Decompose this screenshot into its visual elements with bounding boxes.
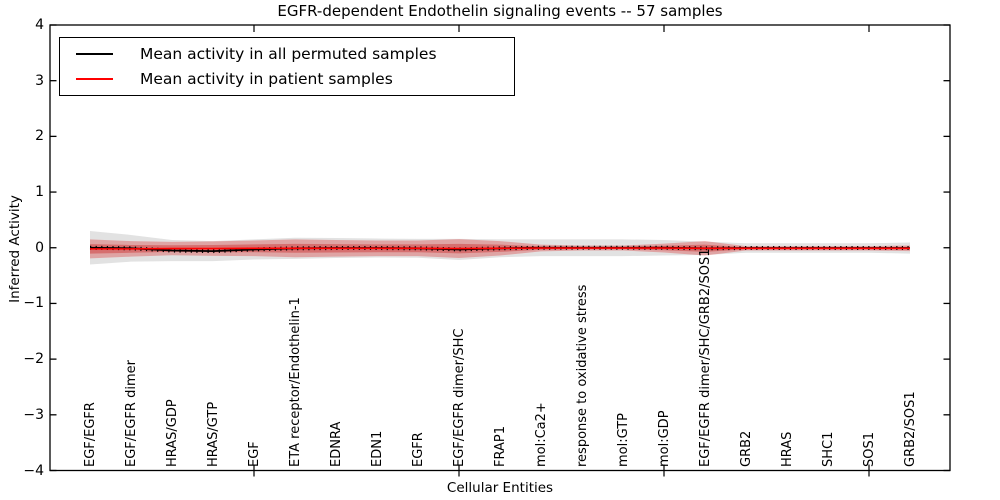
entity-label: HRAS [780, 431, 795, 467]
entity-label: HRAS/GDP [165, 399, 180, 467]
legend: Mean activity in all permuted samples Me… [59, 37, 515, 96]
entity-label: EDN1 [370, 430, 385, 467]
y-tick-label: −4 [23, 462, 44, 479]
entity-label: FRAP1 [493, 426, 508, 467]
entity-label: HRAS/GTP [206, 401, 221, 467]
entity-label: mol:GDP [657, 410, 672, 467]
y-tick-label: 4 [35, 17, 44, 33]
y-tick-label: −3 [23, 406, 44, 423]
entity-label: EGF [247, 441, 262, 467]
y-tick-label: −2 [23, 351, 44, 368]
entity-label: EDNRA [329, 421, 344, 467]
y-tick-label: 0 [35, 239, 44, 256]
chart-title: EGFR-dependent Endothelin signaling even… [277, 2, 723, 20]
legend-line-patient-icon [76, 78, 113, 81]
legend-item-permuted: Mean activity in all permuted samples [60, 45, 514, 63]
entity-label: GRB2/SOS1 [903, 391, 918, 467]
entity-label: EGF/EGFR dimer/SHC [452, 328, 467, 467]
y-tick-label: −1 [23, 295, 44, 312]
entity-label: ETA receptor/Endothelin-1 [288, 297, 303, 467]
legend-item-patient: Mean activity in patient samples [60, 70, 514, 88]
y-tick-label: 2 [35, 128, 44, 145]
y-tick-label: 3 [35, 72, 44, 89]
entity-label: mol:Ca2+ [534, 402, 549, 467]
entity-label: EGFR [411, 432, 426, 467]
entity-label: GRB2 [739, 430, 754, 467]
entity-label: EGF/EGFR [83, 402, 98, 467]
entity-label: EGF/EGFR dimer [124, 360, 139, 467]
x-axis-label: Cellular Entities [446, 480, 554, 496]
entity-label: SHC1 [821, 431, 836, 467]
entity-label: mol:GTP [616, 413, 631, 467]
y-tick-label: 1 [35, 184, 44, 201]
entity-label: response to oxidative stress [575, 284, 590, 467]
legend-label-permuted: Mean activity in all permuted samples [140, 44, 437, 63]
patient-mean-line [90, 247, 910, 250]
legend-line-permuted-icon [76, 52, 113, 55]
entity-label: SOS1 [862, 431, 877, 467]
entity-label: EGF/EGFR dimer/SHC/GRB2/SOS1 [698, 248, 713, 468]
legend-label-patient: Mean activity in patient samples [140, 70, 393, 89]
